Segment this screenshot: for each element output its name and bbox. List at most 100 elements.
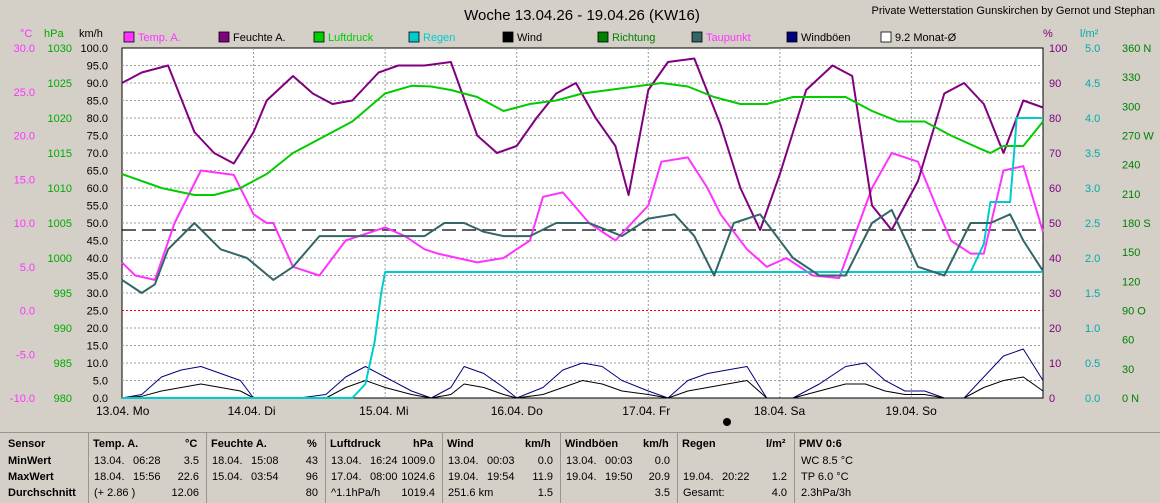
direction-axis-tick: 210	[1122, 189, 1140, 201]
direction-axis-tick: 330	[1122, 72, 1140, 84]
direction-axis-tick: 90 O	[1122, 306, 1146, 318]
press-avg-extra: ^1.1hPa/h	[331, 487, 381, 499]
direction-axis-tick: 0 N	[1122, 393, 1139, 405]
wind-axis-tick: 5.0	[93, 376, 108, 388]
pmv-tp: TP 6.0 °C	[801, 471, 849, 483]
gust-max-time: 19:50	[605, 471, 633, 483]
series-layer	[121, 57, 1044, 399]
legend-swatch	[880, 31, 892, 43]
hum-min: 43	[305, 455, 318, 467]
hum-max-date: 15.04.	[212, 471, 243, 483]
temp-avg-extra: (+ 2.86 )	[94, 487, 136, 499]
temp-min: 3.5	[183, 455, 199, 467]
gust-min-date: 13.04.	[566, 455, 597, 467]
pressure-axis-tick: 1010	[48, 183, 72, 195]
pressure-axis-tick: 985	[54, 358, 72, 370]
wind-min-time: 00:03	[487, 455, 515, 467]
wind-axis-tick: 45.0	[87, 236, 108, 248]
humidity-axis-tick: 70	[1049, 148, 1061, 160]
legend-label: Taupunkt	[706, 32, 751, 44]
rain-axis-tick: 4.5	[1085, 78, 1100, 90]
legend-label: Feuchte A.	[233, 32, 286, 44]
press-max: 1024.6	[401, 471, 435, 483]
row-label-avg: Durchschnitt	[8, 487, 76, 499]
rain-max-date: 19.04.	[683, 471, 714, 483]
wind-axis-tick: 100.0	[80, 43, 108, 55]
humidity-axis-tick: 80	[1049, 113, 1061, 125]
humidity-axis-tick: 100	[1049, 43, 1067, 55]
stats-temp: Temp. A. °C 13.04. 06:28 3.5 18.04. 15:5…	[88, 432, 207, 503]
temp-axis-tick: 15.0	[14, 174, 35, 186]
series-regen	[122, 271, 1043, 399]
wind-min: 0.0	[537, 455, 553, 467]
pmv-wc: WC 8.5 °C	[801, 455, 854, 467]
stats-press-unit: hPa	[413, 438, 434, 450]
axis-unit-label: °C	[20, 28, 32, 40]
stats-wind: Wind km/h 13.04. 00:03 0.0 19.04. 19:54 …	[442, 432, 561, 503]
rain-axis-tick: 2.0	[1085, 253, 1100, 265]
stats-gust-unit: km/h	[643, 438, 669, 450]
gust-avg: 3.5	[654, 487, 670, 499]
direction-axis-tick: 300	[1122, 101, 1140, 113]
rain-axis-tick: 1.0	[1085, 323, 1100, 335]
wind-axis-tick: 35.0	[87, 271, 108, 283]
stats-temp-title: Temp. A.	[93, 438, 139, 450]
press-max-time: 08:00	[370, 471, 398, 483]
x-tick-label: 16.04. Do	[491, 404, 543, 418]
wind-axis-tick: 30.0	[87, 288, 108, 300]
temp-min-time: 06:28	[133, 455, 161, 467]
x-tick-label: 19.04. So	[885, 404, 937, 418]
pressure-axis-tick: 990	[54, 323, 72, 335]
stats-rain-unit: l/m²	[766, 438, 786, 450]
press-avg: 1019.4	[401, 487, 435, 499]
legend-swatch	[502, 31, 514, 43]
row-label-min: MinWert	[8, 455, 52, 467]
press-min-time: 16:24	[370, 455, 398, 467]
gust-max-date: 19.04.	[566, 471, 597, 483]
direction-axis-tick: 360 N	[1122, 43, 1151, 55]
stats-gust: Windböen km/h 13.04. 00:03 0.0 19.04. 19…	[560, 432, 678, 503]
axis-unit-label: km/h	[79, 28, 103, 40]
x-tick-label: 14.04. Di	[228, 404, 276, 418]
stats-pmv-title: PMV 0:6	[799, 438, 842, 450]
press-min-date: 13.04.	[331, 455, 362, 467]
wind-axis-tick: 50.0	[87, 218, 108, 230]
wind-max-date: 19.04.	[448, 471, 479, 483]
humidity-axis-tick: 30	[1049, 288, 1061, 300]
pressure-axis-tick: 1005	[48, 218, 72, 230]
wind-min-date: 13.04.	[448, 455, 479, 467]
x-tick-label: 17.04. Fr	[622, 404, 670, 418]
wind-axis-tick: 0.0	[93, 393, 108, 405]
weather-chart: Woche 13.04.26 - 19.04.26 (KW16) Private…	[9, 5, 1155, 426]
press-max-date: 17.04.	[331, 471, 362, 483]
legend-label: Temp. A.	[138, 32, 181, 44]
temp-axis-tick: 30.0	[14, 43, 35, 55]
pressure-axis-tick: 1025	[48, 78, 72, 90]
direction-axis-tick: 120	[1122, 276, 1140, 288]
pressure-axis-tick: 995	[54, 288, 72, 300]
legend-label: Regen	[423, 32, 455, 44]
pressure-axis-tick: 1015	[48, 148, 72, 160]
temp-max: 22.6	[177, 471, 199, 483]
stats-hum-title: Feuchte A.	[211, 438, 267, 450]
stats-pressure: Luftdruck hPa 13.04. 16:24 1009.0 17.04.…	[325, 432, 443, 503]
rain-axis-tick: 4.0	[1085, 113, 1100, 125]
wind-max-time: 19:54	[487, 471, 515, 483]
pressure-axis-tick: 980	[54, 393, 72, 405]
humidity-axis-tick: 0	[1049, 393, 1055, 405]
stats-table: Sensor MinWert MaxWert Durchschnitt Temp…	[0, 432, 1160, 503]
temp-min-date: 13.04.	[94, 455, 125, 467]
legend-label: Wind	[517, 32, 542, 44]
legend-swatch	[218, 31, 230, 43]
hum-max-time: 03:54	[251, 471, 279, 483]
wind-axis-tick: 90.0	[87, 78, 108, 90]
wind-axis-tick: 40.0	[87, 253, 108, 265]
humidity-axis-tick: 10	[1049, 358, 1061, 370]
wind-avg: 1.5	[537, 487, 553, 499]
x-tick-label: 18.04. Sa	[754, 404, 806, 418]
series-feuchte-a-	[121, 57, 1044, 231]
wind-max: 11.9	[532, 471, 553, 483]
hum-max: 96	[305, 471, 318, 483]
wind-avg-extra: 251.6 km	[448, 487, 494, 499]
stats-gust-title: Windböen	[565, 438, 619, 450]
